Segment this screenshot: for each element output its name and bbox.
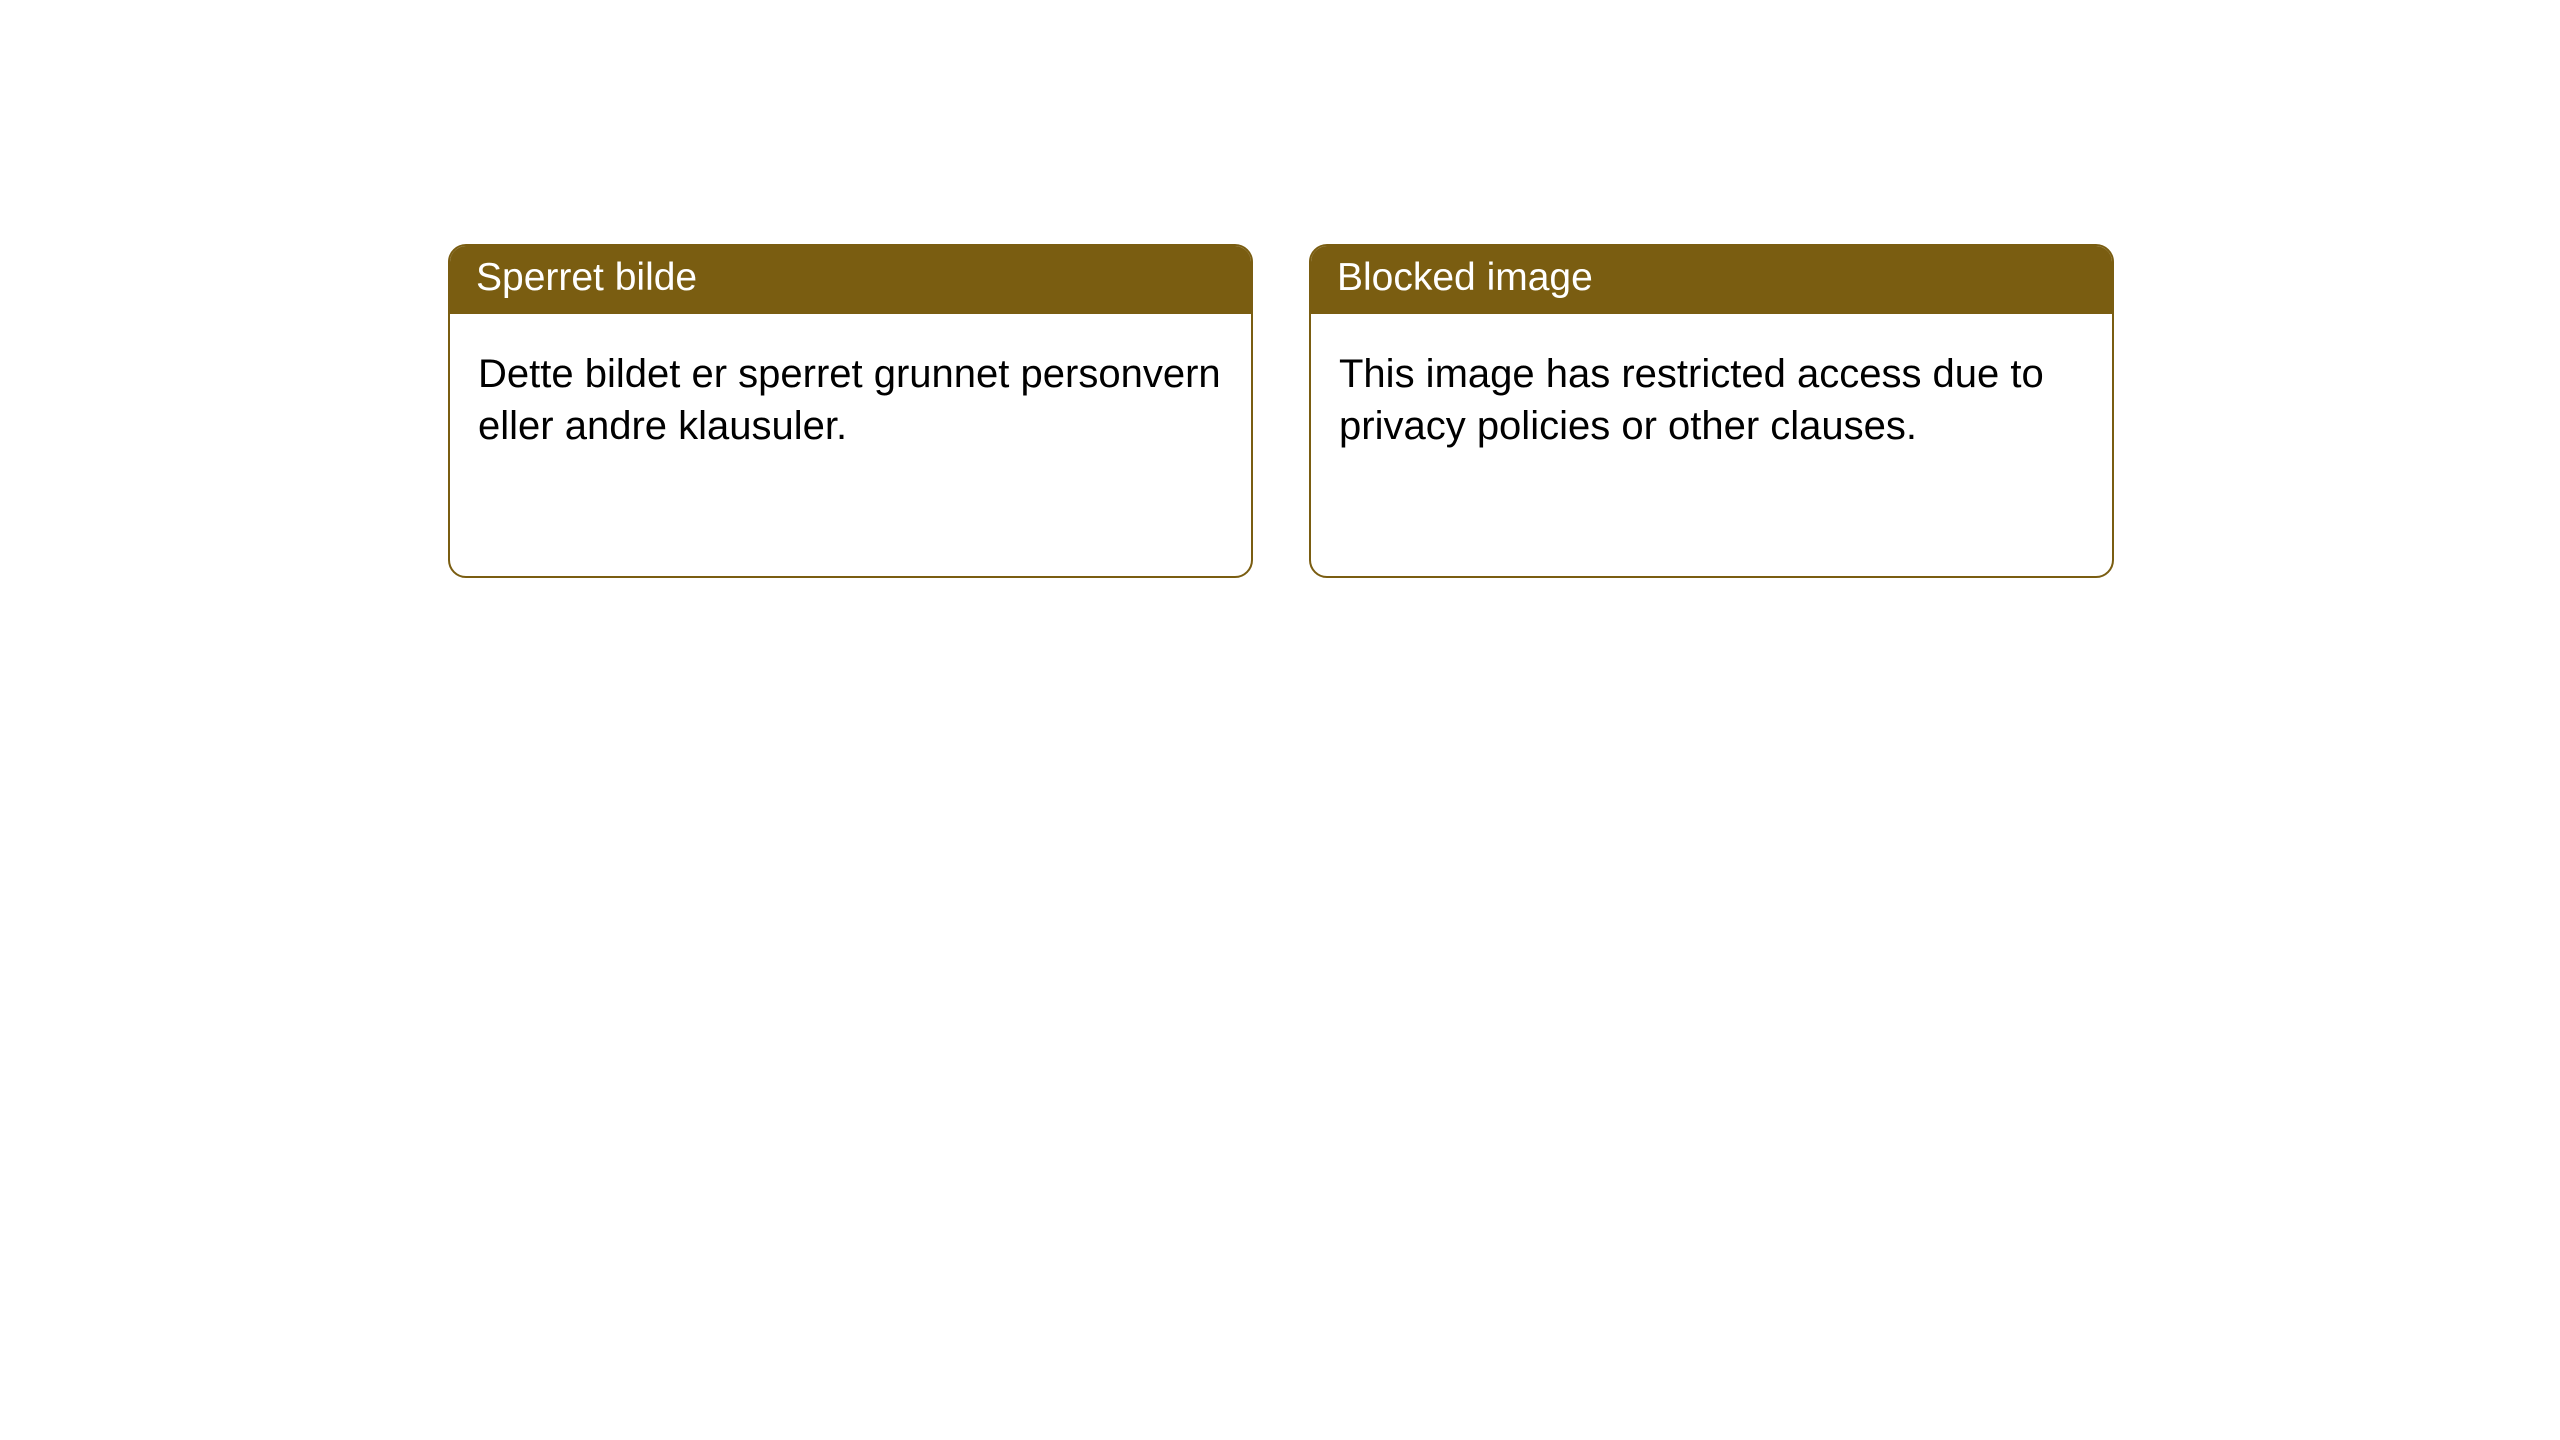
notice-header: Blocked image (1311, 246, 2112, 314)
notice-card-english: Blocked image This image has restricted … (1309, 244, 2114, 578)
notice-body: This image has restricted access due to … (1311, 314, 2112, 482)
notice-container: Sperret bilde Dette bildet er sperret gr… (0, 0, 2560, 578)
notice-header: Sperret bilde (450, 246, 1251, 314)
notice-body: Dette bildet er sperret grunnet personve… (450, 314, 1251, 482)
notice-card-norwegian: Sperret bilde Dette bildet er sperret gr… (448, 244, 1253, 578)
